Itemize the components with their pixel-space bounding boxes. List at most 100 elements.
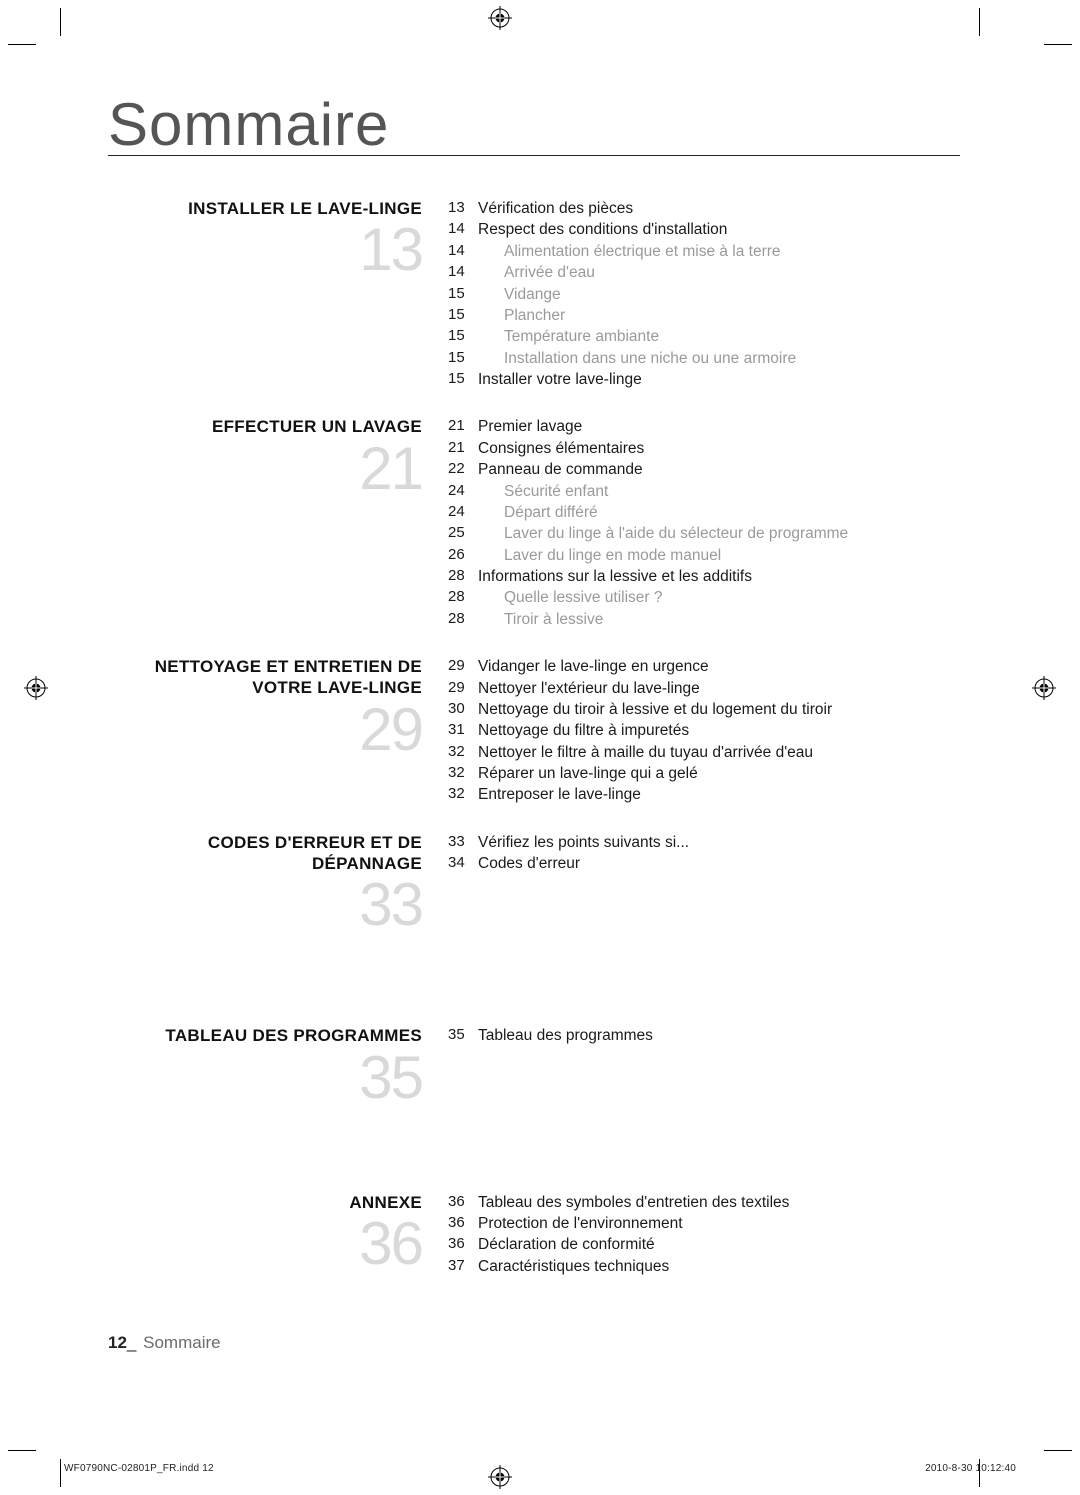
toc-entry-page: 15 xyxy=(448,326,478,347)
toc-entry: 21Premier lavage xyxy=(448,416,960,437)
toc-entry: 15Installer votre lave-linge xyxy=(448,369,960,390)
toc-entry-page: 25 xyxy=(448,523,478,544)
toc-section: EFFECTUER UN LAVAGE2121Premier lavage21C… xyxy=(108,416,960,630)
toc-section: TABLEAU DES PROGRAMMES3535Tableau des pr… xyxy=(108,1025,960,1105)
toc-entry-text: Installer votre lave-linge xyxy=(478,369,960,390)
page-number-label: Sommaire xyxy=(143,1333,220,1352)
print-slug-datetime: 2010-8-30 10:12:40 xyxy=(925,1463,1016,1474)
toc-entry-page: 29 xyxy=(448,656,478,677)
toc-entry-page: 36 xyxy=(448,1234,478,1255)
toc-entry-text: Protection de l'environnement xyxy=(478,1213,960,1234)
toc-entry-page: 36 xyxy=(448,1192,478,1213)
toc-entry-text: Nettoyer le filtre à maille du tuyau d'a… xyxy=(478,742,960,763)
toc-entry-page: 33 xyxy=(448,832,478,853)
toc-entry: 28Quelle lessive utiliser ? xyxy=(448,587,960,608)
page-content: Sommaire INSTALLER LE LAVE-LINGE1313Véri… xyxy=(108,95,960,1303)
toc-entry-text: Tableau des symboles d'entretien des tex… xyxy=(478,1192,960,1213)
toc-entry: 37Caractéristiques techniques xyxy=(448,1256,960,1277)
toc-entry: 26Laver du linge en mode manuel xyxy=(448,545,960,566)
toc-entry-page: 32 xyxy=(448,742,478,763)
toc-entry-page: 37 xyxy=(448,1256,478,1277)
toc-entry-text: Nettoyer l'extérieur du lave-linge xyxy=(478,678,960,699)
toc-entry-page: 15 xyxy=(448,305,478,326)
toc-entry-subtext: Température ambiante xyxy=(478,326,960,347)
toc-entry-page: 32 xyxy=(448,763,478,784)
toc-entry: 36Protection de l'environnement xyxy=(448,1213,960,1234)
table-of-contents: INSTALLER LE LAVE-LINGE1313Vérification … xyxy=(108,198,960,1277)
toc-entry: 14Respect des conditions d'installation xyxy=(448,219,960,240)
toc-entry-page: 34 xyxy=(448,853,478,874)
toc-entry: 15Vidange xyxy=(448,284,960,305)
toc-entry-page: 28 xyxy=(448,609,478,630)
toc-section-left: EFFECTUER UN LAVAGE21 xyxy=(108,416,448,496)
toc-entry-page: 21 xyxy=(448,438,478,459)
toc-entry-text: Respect des conditions d'installation xyxy=(478,219,960,240)
toc-entry-page: 35 xyxy=(448,1025,478,1046)
page-number-separator: _ xyxy=(127,1333,136,1352)
toc-entry-subtext: Alimentation électrique et mise à la ter… xyxy=(478,241,960,262)
toc-entry-page: 31 xyxy=(448,720,478,741)
toc-entry: 15Installation dans une niche ou une arm… xyxy=(448,348,960,369)
toc-entry: 32Entreposer le lave-linge xyxy=(448,784,960,805)
toc-entry-text: Réparer un lave-linge qui a gelé xyxy=(478,763,960,784)
crop-mark xyxy=(1044,44,1072,45)
registration-mark-icon xyxy=(488,1465,512,1489)
toc-entry-page: 28 xyxy=(448,587,478,608)
crop-mark xyxy=(8,1450,36,1451)
toc-entry: 28Tiroir à lessive xyxy=(448,609,960,630)
toc-entry-page: 24 xyxy=(448,502,478,523)
toc-section-bignum: 21 xyxy=(108,440,422,497)
toc-entry-page: 21 xyxy=(448,416,478,437)
toc-entry-page: 14 xyxy=(448,219,478,240)
toc-entry: 34Codes d'erreur xyxy=(448,853,960,874)
toc-section-entries: 36Tableau des symboles d'entretien des t… xyxy=(448,1192,960,1278)
toc-section-left: NETTOYAGE ET ENTRETIEN DE VOTRE LAVE-LIN… xyxy=(108,656,448,758)
toc-entry-subtext: Vidange xyxy=(478,284,960,305)
toc-entry-page: 15 xyxy=(448,284,478,305)
page-number: 12 xyxy=(108,1333,127,1352)
toc-section-entries: 29Vidanger le lave-linge en urgence29Net… xyxy=(448,656,960,806)
registration-mark-icon xyxy=(488,6,512,30)
toc-entry-subtext: Laver du linge en mode manuel xyxy=(478,545,960,566)
toc-section-entries: 35Tableau des programmes xyxy=(448,1025,960,1046)
toc-entry-subtext: Départ différé xyxy=(478,502,960,523)
toc-entry-text: Caractéristiques techniques xyxy=(478,1256,960,1277)
toc-entry: 29Nettoyer l'extérieur du lave-linge xyxy=(448,678,960,699)
toc-entry: 30Nettoyage du tiroir à lessive et du lo… xyxy=(448,699,960,720)
toc-section-left: ANNEXE36 xyxy=(108,1192,448,1272)
toc-entry: 29Vidanger le lave-linge en urgence xyxy=(448,656,960,677)
toc-section-entries: 21Premier lavage21Consignes élémentaires… xyxy=(448,416,960,630)
toc-entry-subtext: Plancher xyxy=(478,305,960,326)
toc-entry: 21Consignes élémentaires xyxy=(448,438,960,459)
crop-mark xyxy=(8,44,36,45)
crop-mark xyxy=(60,1459,61,1487)
crop-mark xyxy=(1044,1450,1072,1451)
toc-entry-subtext: Quelle lessive utiliser ? xyxy=(478,587,960,608)
toc-entry: 33Vérifiez les points suivants si... xyxy=(448,832,960,853)
toc-entry: 32Réparer un lave-linge qui a gelé xyxy=(448,763,960,784)
toc-section-entries: 13Vérification des pièces14Respect des c… xyxy=(448,198,960,390)
toc-entry-text: Entreposer le lave-linge xyxy=(478,784,960,805)
crop-mark xyxy=(979,8,980,36)
toc-entry-subtext: Installation dans une niche ou une armoi… xyxy=(478,348,960,369)
toc-entry-subtext: Sécurité enfant xyxy=(478,481,960,502)
toc-section: INSTALLER LE LAVE-LINGE1313Vérification … xyxy=(108,198,960,390)
toc-section-heading: NETTOYAGE ET ENTRETIEN DE VOTRE LAVE-LIN… xyxy=(108,656,422,699)
toc-entry: 25Laver du linge à l'aide du sélecteur d… xyxy=(448,523,960,544)
registration-mark-icon xyxy=(24,676,48,700)
toc-entry-subtext: Arrivée d'eau xyxy=(478,262,960,283)
toc-entry-page: 22 xyxy=(448,459,478,480)
registration-mark-icon xyxy=(1032,676,1056,700)
toc-section: CODES D'ERREUR ET DE DÉPANNAGE3333Vérifi… xyxy=(108,832,960,934)
toc-section-left: TABLEAU DES PROGRAMMES35 xyxy=(108,1025,448,1105)
toc-section-heading: CODES D'ERREUR ET DE DÉPANNAGE xyxy=(108,832,422,875)
toc-entry-text: Tableau des programmes xyxy=(478,1025,960,1046)
toc-entry: 36Déclaration de conformité xyxy=(448,1234,960,1255)
page-number-footer: 12_ Sommaire xyxy=(108,1333,221,1353)
print-slug-file: WF0790NC-02801P_FR.indd 12 xyxy=(64,1463,214,1474)
toc-entry: 14Alimentation électrique et mise à la t… xyxy=(448,241,960,262)
toc-entry-page: 15 xyxy=(448,348,478,369)
crop-mark xyxy=(60,8,61,36)
toc-section-left: CODES D'ERREUR ET DE DÉPANNAGE33 xyxy=(108,832,448,934)
toc-entry-subtext: Tiroir à lessive xyxy=(478,609,960,630)
